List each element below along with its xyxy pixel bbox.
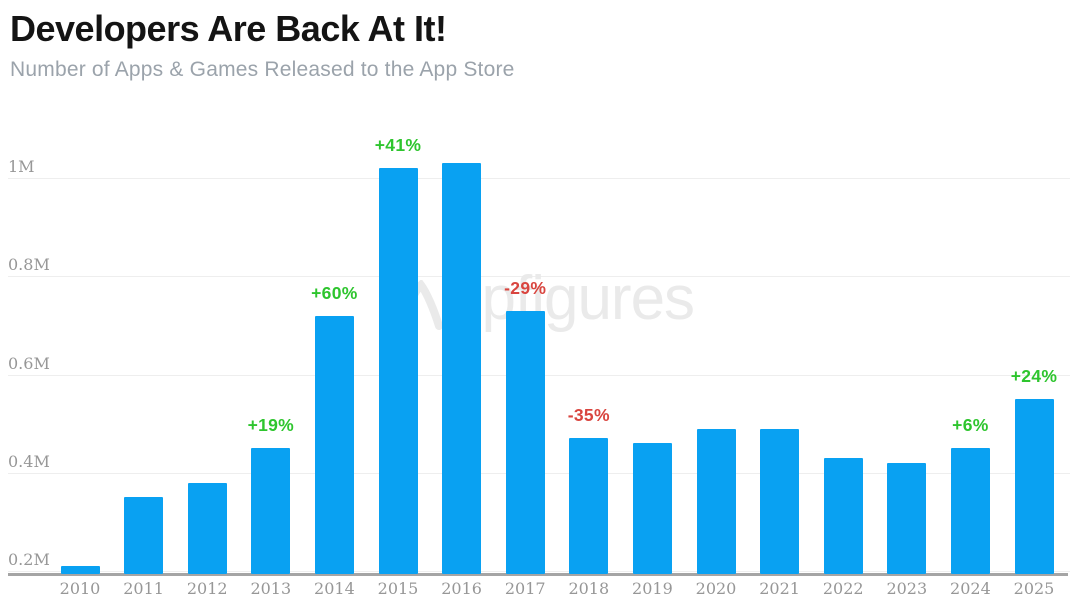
y-axis-tick-0.6M: 0.6M: [8, 353, 50, 373]
gridline-0.8M: [8, 276, 1070, 278]
x-axis-tick-2015: 2015: [377, 579, 419, 598]
x-axis-tick-2017: 2017: [504, 579, 546, 598]
bar-2017: [505, 310, 545, 574]
chart-subtitle: Number of Apps & Games Released to the A…: [10, 58, 515, 81]
pct-change-label-2014: +60%: [311, 282, 358, 303]
x-axis-tick-2019: 2019: [632, 579, 673, 598]
gridline-1M: [8, 178, 1070, 179]
bar-2020: [696, 428, 736, 574]
bar-2014: [314, 315, 354, 574]
x-axis-tick-2010: 2010: [59, 579, 101, 598]
bar-2025: [1014, 399, 1054, 574]
bar-2023: [887, 462, 927, 574]
bar-2024: [950, 448, 990, 574]
y-axis-tick-0.2M: 0.2M: [8, 550, 50, 569]
pct-change-label-2015: +41%: [374, 135, 422, 156]
y-axis-tick-1M: 1M: [8, 157, 35, 176]
pct-change-label-2013: +19%: [247, 415, 295, 436]
x-axis-tick-2024: 2024: [950, 579, 991, 598]
x-axis-tick-2021: 2021: [759, 579, 800, 598]
bar-2016: [442, 163, 482, 574]
pct-change-label-2018: -35%: [567, 405, 610, 426]
pct-change-label-2024: +6%: [952, 415, 989, 436]
chart-title: Developers Are Back At It!: [10, 8, 447, 49]
bar-2013: [251, 448, 291, 574]
pct-change-label-2017: -29%: [504, 277, 547, 298]
x-axis-tick-2022: 2022: [822, 579, 864, 598]
y-axis-tick-0.4M: 0.4M: [8, 451, 50, 471]
x-axis-tick-2016: 2016: [441, 579, 482, 598]
bar-2012: [187, 482, 227, 574]
x-axis-tick-2011: 2011: [123, 579, 164, 598]
bar-2019: [632, 443, 672, 574]
bar-2011: [124, 497, 164, 574]
x-axis-tick-2018: 2018: [568, 579, 610, 598]
x-axis-tick-2023: 2023: [886, 579, 928, 598]
bar-2018: [569, 438, 609, 574]
bar-2022: [823, 458, 863, 574]
x-axis-tick-2014: 2014: [314, 579, 355, 598]
x-axis-tick-2013: 2013: [250, 579, 292, 598]
x-axis-tick-2012: 2012: [186, 579, 228, 598]
x-axis-tick-2020: 2020: [695, 579, 737, 598]
watermark-text: ppfigures: [448, 264, 695, 333]
x-axis-line: [8, 573, 1068, 576]
y-axis-tick-0.8M: 0.8M: [8, 255, 50, 275]
bar-2021: [760, 428, 800, 574]
bar-2010: [60, 566, 100, 574]
pct-change-label-2025: +24%: [1010, 366, 1058, 387]
x-axis-tick-2025: 2025: [1013, 579, 1055, 598]
bar-2015: [378, 168, 418, 574]
